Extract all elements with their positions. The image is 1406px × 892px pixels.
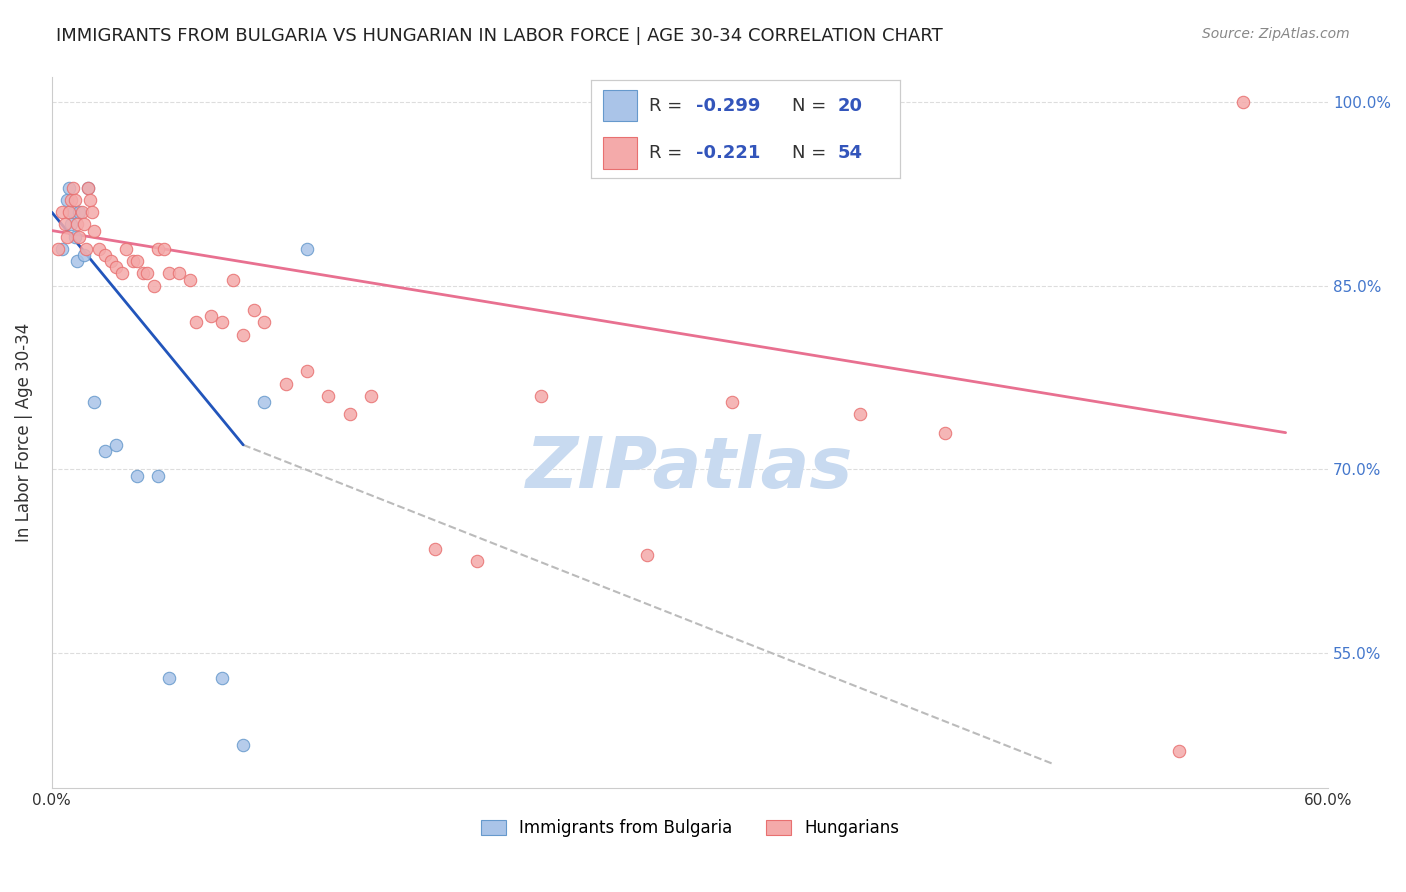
Point — [360, 389, 382, 403]
Point — [146, 468, 169, 483]
Point — [423, 541, 446, 556]
Point — [153, 242, 176, 256]
Point — [125, 254, 148, 268]
Point — [77, 180, 100, 194]
Text: N =: N = — [792, 97, 831, 115]
Point — [146, 242, 169, 256]
Point — [125, 468, 148, 483]
Point — [62, 180, 84, 194]
Point — [46, 242, 69, 256]
Point — [1232, 95, 1254, 109]
Point — [51, 205, 73, 219]
Point — [66, 254, 89, 268]
Point — [232, 327, 254, 342]
Point — [157, 267, 180, 281]
Point — [243, 303, 266, 318]
Point — [77, 180, 100, 194]
Y-axis label: In Labor Force | Age 30-34: In Labor Force | Age 30-34 — [15, 323, 32, 542]
Point — [62, 205, 84, 219]
Point — [121, 254, 143, 268]
Text: N =: N = — [792, 144, 831, 161]
Point — [59, 193, 82, 207]
Point — [104, 260, 127, 275]
Point — [55, 193, 77, 207]
Text: ZIPatlas: ZIPatlas — [526, 434, 853, 503]
Point — [934, 425, 956, 440]
Point — [63, 193, 86, 207]
FancyBboxPatch shape — [603, 90, 637, 121]
Point — [157, 671, 180, 685]
Text: 20: 20 — [838, 97, 863, 115]
Point — [232, 738, 254, 752]
Point — [100, 254, 122, 268]
Point — [58, 205, 80, 219]
Point — [211, 315, 233, 329]
Text: IMMIGRANTS FROM BULGARIA VS HUNGARIAN IN LABOR FORCE | AGE 30-34 CORRELATION CHA: IMMIGRANTS FROM BULGARIA VS HUNGARIAN IN… — [56, 27, 943, 45]
Point — [1168, 744, 1191, 758]
Point — [83, 223, 105, 237]
Point — [53, 218, 76, 232]
Point — [253, 315, 276, 329]
Point — [70, 205, 93, 219]
Point — [295, 242, 318, 256]
Point — [63, 229, 86, 244]
Point — [721, 395, 744, 409]
FancyBboxPatch shape — [603, 137, 637, 169]
Point — [179, 272, 201, 286]
Point — [211, 671, 233, 685]
Point — [636, 548, 658, 562]
Point — [465, 554, 488, 568]
Point — [136, 267, 159, 281]
Text: -0.221: -0.221 — [696, 144, 761, 161]
Point — [115, 242, 138, 256]
Point — [82, 205, 104, 219]
Point — [200, 310, 222, 324]
Point — [67, 229, 90, 244]
Point — [55, 229, 77, 244]
Point — [186, 315, 208, 329]
Point — [51, 242, 73, 256]
Point — [75, 242, 97, 256]
Point — [73, 248, 96, 262]
Text: 54: 54 — [838, 144, 863, 161]
Point — [79, 193, 101, 207]
Point — [530, 389, 553, 403]
Point — [83, 395, 105, 409]
Point — [58, 180, 80, 194]
Point — [339, 407, 361, 421]
Text: Source: ZipAtlas.com: Source: ZipAtlas.com — [1202, 27, 1350, 41]
Text: R =: R = — [650, 97, 689, 115]
Point — [94, 248, 117, 262]
Point — [132, 267, 155, 281]
Point — [59, 218, 82, 232]
Point — [111, 267, 134, 281]
Point — [94, 444, 117, 458]
Point — [849, 407, 872, 421]
Point — [66, 218, 89, 232]
Text: R =: R = — [650, 144, 689, 161]
Point — [295, 364, 318, 378]
Point — [73, 218, 96, 232]
Point — [67, 205, 90, 219]
Point — [221, 272, 243, 286]
Point — [253, 395, 276, 409]
Point — [142, 278, 165, 293]
Point — [169, 267, 191, 281]
Point — [87, 242, 110, 256]
Point — [104, 438, 127, 452]
Legend: Immigrants from Bulgaria, Hungarians: Immigrants from Bulgaria, Hungarians — [474, 812, 905, 844]
Point — [274, 376, 297, 391]
Point — [316, 389, 339, 403]
Text: -0.299: -0.299 — [696, 97, 761, 115]
